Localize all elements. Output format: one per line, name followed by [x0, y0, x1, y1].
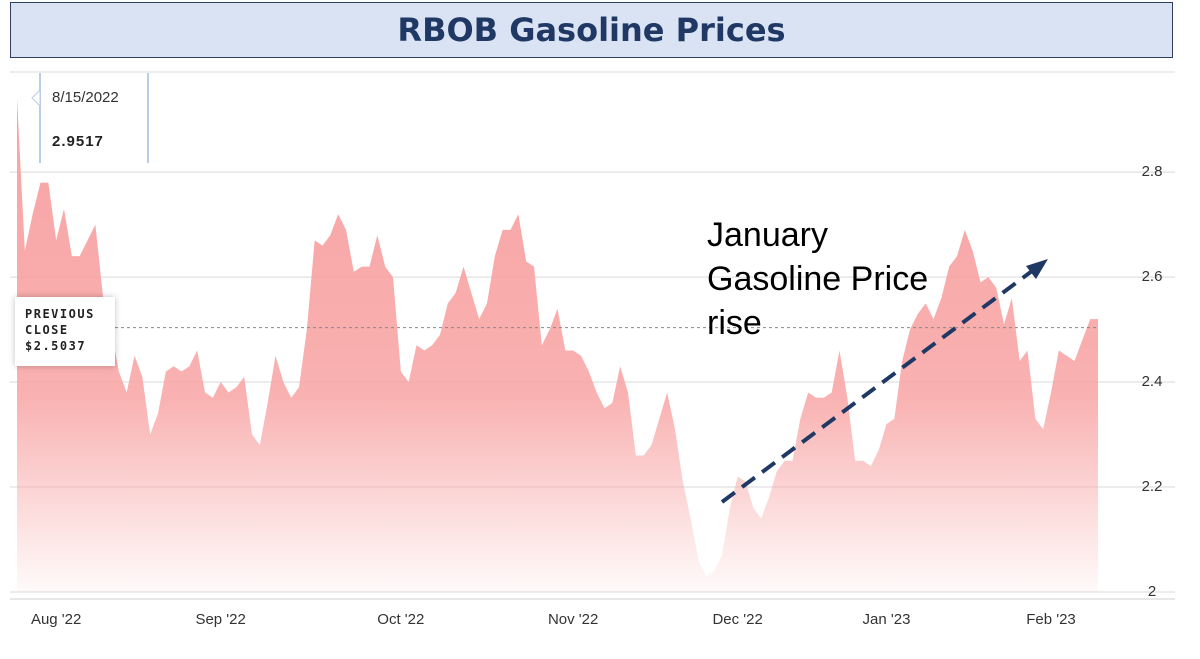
previous-close-label: PREVIOUS CLOSE — [25, 307, 95, 337]
price-area — [17, 98, 1098, 593]
trend-arrowhead — [1026, 259, 1048, 279]
tooltip-date: 8/15/2022 — [52, 89, 119, 106]
x-tick-label: Dec '22 — [712, 611, 762, 628]
previous-close-box: PREVIOUS CLOSE $2.5037 — [15, 297, 115, 366]
x-tick-label: Sep '22 — [195, 611, 245, 628]
x-tick-label: Jan '23 — [863, 611, 911, 628]
annotation: January Gasoline Price rise — [707, 216, 929, 342]
tooltip-pointer — [31, 88, 41, 108]
y-tick-label: 2.8 — [1142, 163, 1163, 180]
x-tick-label: Aug '22 — [31, 611, 81, 628]
y-tick-label: 2 — [1148, 583, 1156, 600]
x-tick-label: Nov '22 — [548, 611, 598, 628]
y-tick-label: 2.4 — [1142, 373, 1163, 390]
tooltip-box — [40, 73, 148, 163]
x-tick-label: Feb '23 — [1026, 611, 1076, 628]
previous-close-value: $2.5037 — [25, 339, 87, 353]
y-tick-label: 2.6 — [1142, 268, 1163, 285]
tooltip-value: 2.9517 — [52, 133, 104, 150]
chart-title: RBOB Gasoline Prices — [10, 2, 1173, 58]
x-tick-label: Oct '22 — [377, 611, 424, 628]
trend-arrow — [720, 269, 1034, 504]
y-tick-label: 2.2 — [1142, 478, 1163, 495]
